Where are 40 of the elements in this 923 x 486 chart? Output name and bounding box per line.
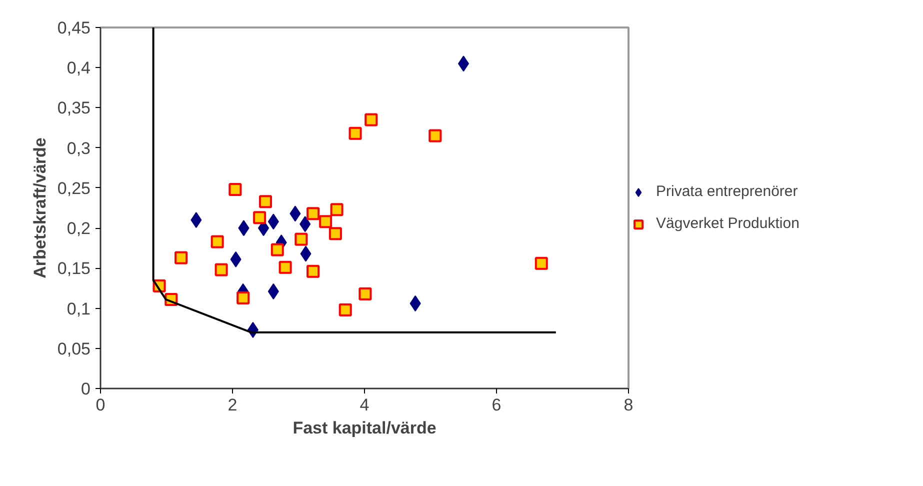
point [253,211,266,224]
x-tick-label: 8 [624,396,634,414]
point [270,243,284,256]
y-axis-title: Arbetskraft/värde [30,138,50,278]
point [330,203,344,216]
legend-label: Vägverket Produktion [656,215,800,232]
x-tick-label: 2 [228,396,238,414]
point [294,232,308,246]
y-tick-label: 0,1 [66,299,91,318]
y-tick-label: 0,45 [57,18,91,38]
x-tick-label: 4 [360,396,370,414]
point [174,251,188,264]
y-tick-label: 0,35 [57,98,91,118]
y-tick-label: 0,2 [66,219,91,238]
point [236,291,250,304]
y-tick-label: 0,3 [66,138,91,158]
x-tick-label: 0 [96,396,106,414]
point [348,126,362,140]
y-tick-label: 0,05 [57,339,91,358]
x-axis-title: Fast kapital/värde [292,418,436,438]
point [306,207,320,220]
point [338,303,352,316]
x-tick-label: 6 [492,396,502,414]
y-tick-label: 0,4 [66,58,91,78]
point [428,129,442,142]
point [328,227,342,240]
point [278,260,292,274]
point [306,264,320,278]
y-tick-label: 0,15 [57,259,91,278]
point [534,256,548,270]
y-tick-label: 0,25 [57,178,91,198]
point [210,235,224,248]
point [259,195,272,208]
legend-label: Privata entreprenörer [656,183,798,200]
point [358,287,372,300]
point [214,263,228,276]
point [228,183,242,196]
y-tick-label: 0 [81,380,91,398]
point [319,215,332,228]
point [364,113,378,126]
